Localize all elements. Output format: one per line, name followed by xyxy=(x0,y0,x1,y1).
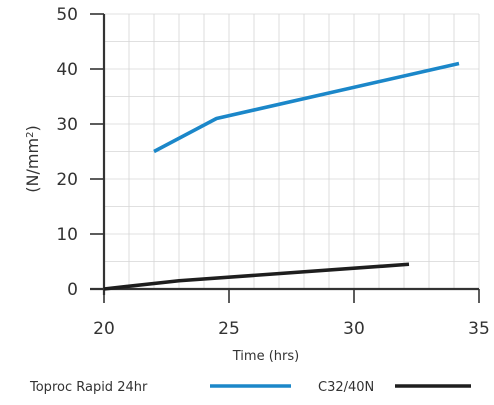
axes xyxy=(90,13,480,303)
series-lines xyxy=(103,61,460,291)
x-tick-label: 35 xyxy=(468,319,490,339)
y-axis-title: (N/mm2) xyxy=(23,125,42,192)
y-tick-label: 40 xyxy=(56,60,78,80)
y-tick-label: 0 xyxy=(67,280,78,300)
y-tick-label: 30 xyxy=(56,115,78,135)
legend-label-1: Toproc Rapid 24hr xyxy=(29,380,148,395)
x-axis-title: Time (hrs) xyxy=(232,349,299,364)
series-line-2 xyxy=(103,262,410,291)
series-line-1 xyxy=(153,61,460,154)
y-tick-label: 20 xyxy=(56,170,78,190)
x-tick-label: 30 xyxy=(343,319,365,339)
grid xyxy=(103,13,480,290)
x-tick-label: 25 xyxy=(218,319,240,339)
y-tick-label: 50 xyxy=(56,5,78,25)
legend: Toproc Rapid 24hr C32/40N xyxy=(29,380,471,395)
legend-label-2: C32/40N xyxy=(318,380,374,395)
x-tick-label: 20 xyxy=(93,319,115,339)
y-tick-label: 10 xyxy=(56,225,78,245)
tick-labels: 0 10 20 30 40 50 20 25 30 35 xyxy=(56,5,489,339)
